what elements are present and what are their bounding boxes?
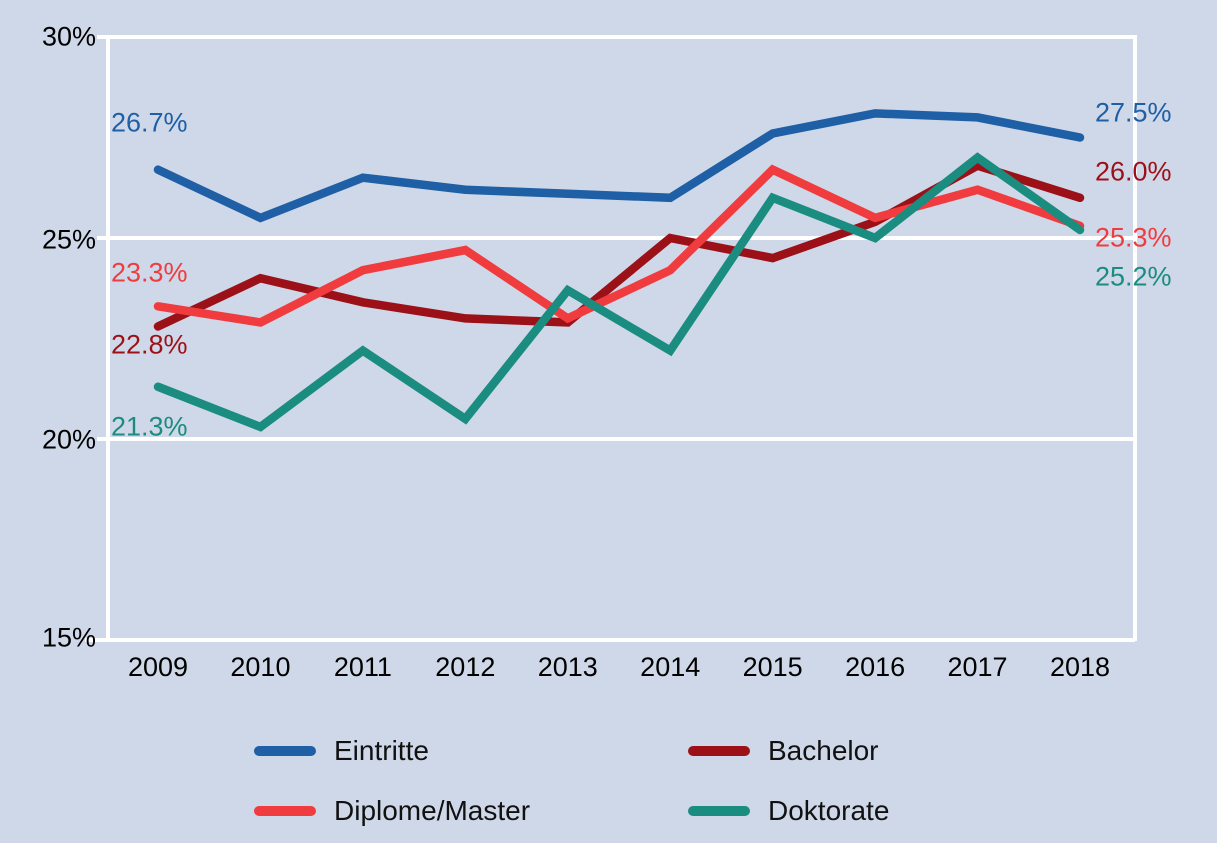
x-tick-label: 2014 [640, 652, 701, 682]
legend-label-eintritte: Eintritte [334, 735, 429, 766]
legend-item-bachelor: Bachelor [688, 735, 879, 767]
legend-swatch-doktorate [688, 806, 750, 816]
y-tick-label-15: 15% [41, 622, 96, 653]
x-tick-label: 2018 [1049, 652, 1111, 682]
value-label-diplome-start: 23.3% [111, 257, 188, 288]
legend-label-bachelor: Bachelor [768, 735, 879, 766]
value-label-bachelor-end: 26.0% [1095, 156, 1172, 187]
x-tick-label: 2010 [230, 652, 291, 682]
legend-swatch-eintritte [254, 746, 316, 756]
x-tick-label: 2016 [845, 652, 906, 682]
value-label-bachelor-start: 22.8% [111, 329, 188, 360]
x-tick-label: 2011 [333, 652, 392, 682]
value-label-doktorate-end: 25.2% [1095, 261, 1172, 292]
x-tick-label: 2013 [537, 652, 598, 682]
value-label-diplome-end: 25.3% [1095, 222, 1172, 253]
value-label-doktorate-start: 21.3% [111, 411, 188, 442]
legend-label-doktorate: Doktorate [768, 795, 890, 826]
legend-item-doktorate: Doktorate [688, 795, 889, 827]
legend-item-diplome-master: Diplome/Master [254, 795, 530, 827]
x-tick-label: 2015 [742, 652, 803, 682]
y-tick-label-20: 20% [41, 424, 96, 455]
y-tick-label-30: 30% [41, 21, 96, 52]
value-label-eintritte-start: 26.7% [111, 107, 188, 138]
legend-swatch-diplome-master [254, 806, 316, 816]
legend-label-diplome-master: Diplome/Master [334, 795, 531, 826]
series-line-diplome-master [153, 164, 1085, 327]
x-tick-label: 2009 [127, 652, 189, 682]
value-label-eintritte-end: 27.5% [1095, 97, 1172, 128]
legend-swatch-bachelor [688, 746, 750, 756]
legend-item-eintritte: Eintritte [254, 735, 429, 767]
x-tick-label: 2017 [947, 652, 1008, 682]
series-line-eintritte [153, 109, 1085, 223]
y-tick-label-25: 25% [41, 224, 96, 255]
series-line-doktorate [153, 152, 1085, 432]
x-tick-label: 2012 [435, 652, 496, 682]
